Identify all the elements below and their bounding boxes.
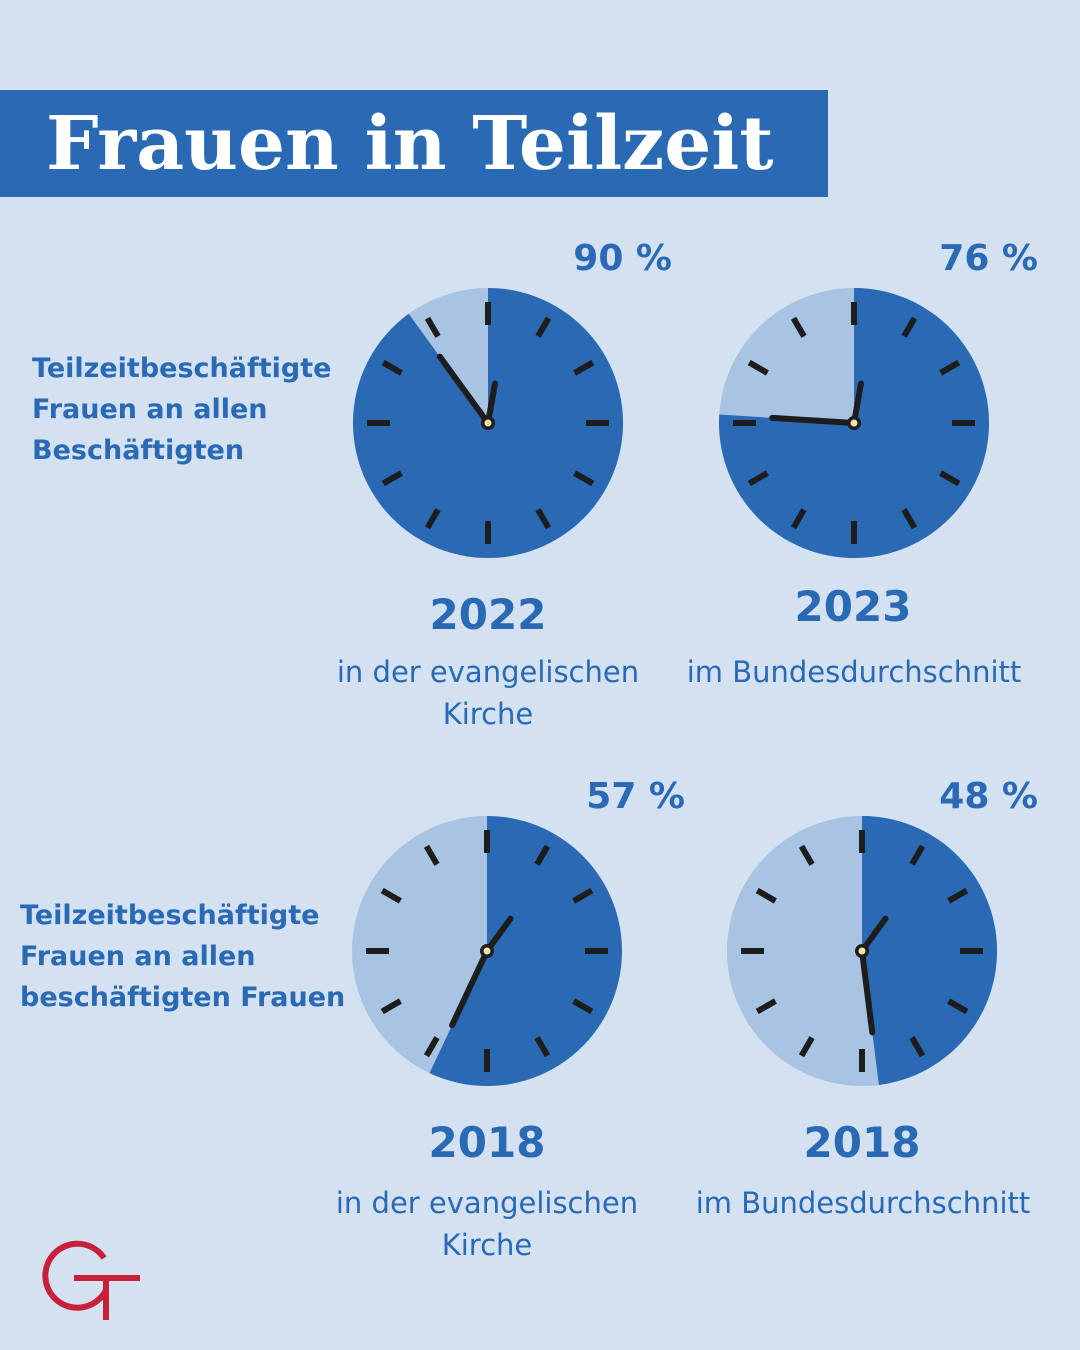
clock-center-inner [850,419,858,427]
pie-slice-value [429,816,623,1086]
clock-center-inner [858,947,866,955]
clock-tick [573,359,595,376]
clock-tick [380,998,402,1015]
logo-icon [42,1240,140,1320]
value-label: 48 % [939,776,1038,817]
clock-tick [381,470,403,487]
clock-tick [947,887,969,904]
clock-center-inner [483,947,491,955]
clock-tick [380,887,402,904]
clock-tick [572,887,594,904]
clock-tick [790,508,807,530]
clock-tick [901,508,918,530]
clock-tick [747,470,769,487]
clock-tick [755,998,777,1015]
clock-tick [573,470,595,487]
clock-tick [901,316,918,338]
clock-tick [947,998,969,1015]
clock-minute-hand [449,948,490,1029]
clock-tick [424,508,441,530]
clock-chart-2 [719,288,990,558]
clock-tick [535,508,552,530]
clock-tick [909,844,926,866]
clock-minute-hand [859,948,876,1036]
value-label: 90 % [573,238,672,279]
year-label: 2022 [429,590,547,639]
clock-tick [534,1036,551,1058]
year-label: 2023 [794,582,912,631]
clock-tick [798,844,815,866]
clock-tick [909,1036,926,1058]
subtitle-label: in der evangelischen Kirche [335,1186,639,1262]
clock-tick [423,1036,440,1058]
clock-minute-hand [769,414,857,426]
clock-tick [534,844,551,866]
clock-chart-1 [352,288,623,558]
row-label-2: Teilzeitbeschäftigte Frauen an allen bes… [20,900,346,1013]
clock-tick [381,359,403,376]
subtitle-label: im Bundesdurchschnitt [695,1186,1031,1220]
clock-tick [939,470,961,487]
value-label: 57 % [586,776,685,817]
page-title: Frauen in Teilzeit [46,101,774,187]
clock-center-inner [484,419,492,427]
clock-chart-3 [352,816,623,1086]
clock-minute-hand [436,353,491,426]
subtitle-label: in der evangelischen Kirche [336,655,640,731]
clock-tick [423,844,440,866]
year-label: 2018 [803,1118,921,1167]
clock-tick [755,887,777,904]
clock-tick [939,359,961,376]
clock-tick [424,316,441,338]
clock-tick [747,359,769,376]
clock-tick [798,1036,815,1058]
subtitle-label: im Bundesdurchschnitt [686,655,1022,689]
clock-tick [535,316,552,338]
row-label-1: Teilzeitbeschäftigte Frauen an allen Bes… [32,353,332,466]
pie-slice-value [862,816,998,1085]
title-banner: Frauen in Teilzeit [0,90,828,197]
clock-tick [790,316,807,338]
clock-tick [572,998,594,1015]
value-label: 76 % [939,238,1038,279]
year-label: 2018 [428,1118,546,1167]
clock-chart-4 [727,816,998,1086]
